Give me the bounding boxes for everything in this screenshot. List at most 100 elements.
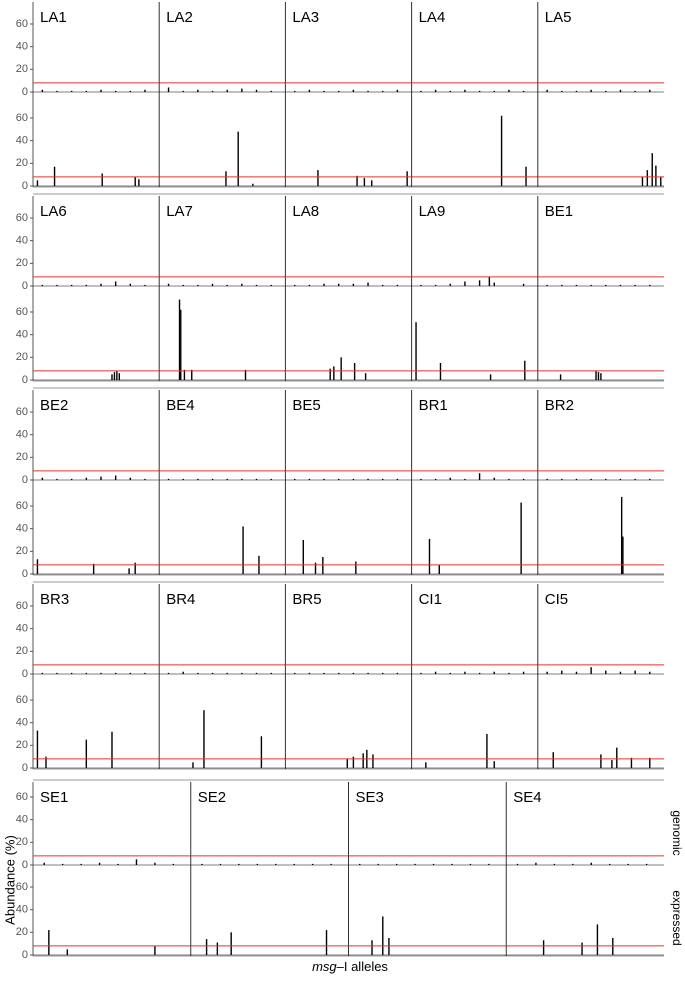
y-tick-label: 0 xyxy=(22,374,28,386)
bar xyxy=(80,863,82,865)
bar xyxy=(542,940,545,955)
bar xyxy=(294,284,296,286)
panel-label: BE4 xyxy=(166,397,194,414)
bar xyxy=(622,536,624,574)
bar xyxy=(486,734,488,768)
bar xyxy=(396,284,399,286)
bar xyxy=(382,916,384,955)
bar xyxy=(367,478,369,480)
bar xyxy=(338,478,340,480)
bar xyxy=(230,932,232,955)
bar xyxy=(114,281,117,286)
bar xyxy=(522,283,525,286)
bar xyxy=(61,863,64,865)
panel-label: SE4 xyxy=(513,789,541,806)
bar xyxy=(649,478,651,480)
bar xyxy=(575,478,578,480)
y-tick-label: 0 xyxy=(22,668,28,680)
bar xyxy=(605,478,607,480)
bar xyxy=(605,670,607,674)
bar xyxy=(655,165,657,186)
y-tick-label: 60 xyxy=(16,791,28,803)
bar xyxy=(180,309,182,380)
bar xyxy=(649,671,651,674)
panel-label: SE1 xyxy=(40,789,68,806)
bar xyxy=(172,863,175,865)
bar xyxy=(620,496,623,574)
y-tick-label: 20 xyxy=(16,545,28,557)
bar xyxy=(434,284,437,286)
bar xyxy=(242,526,244,574)
bar xyxy=(493,671,495,674)
bar xyxy=(364,373,367,380)
bar xyxy=(469,863,472,865)
bar xyxy=(581,942,583,955)
bar xyxy=(41,284,44,286)
bar xyxy=(238,863,240,865)
bar xyxy=(630,757,633,768)
bar xyxy=(135,859,138,865)
bar xyxy=(100,283,102,286)
x-axis-title-italic: msg xyxy=(312,959,337,974)
bar xyxy=(352,672,355,674)
bar xyxy=(420,284,422,286)
y-axis-title: Abundance (%) xyxy=(2,835,17,925)
bar xyxy=(36,559,39,574)
bar xyxy=(182,90,184,92)
bar xyxy=(371,940,373,955)
panel-label: LA1 xyxy=(40,9,67,26)
bar xyxy=(575,284,578,286)
y-tick-label: 20 xyxy=(16,257,28,269)
bar xyxy=(619,671,622,674)
bar xyxy=(70,478,73,480)
bar xyxy=(645,863,648,865)
bar xyxy=(634,670,636,674)
bar xyxy=(85,284,88,286)
y-tick-label: 60 xyxy=(16,881,28,893)
bar xyxy=(211,478,214,480)
bar xyxy=(294,672,296,674)
panel-label: BR5 xyxy=(292,591,321,608)
bar xyxy=(56,284,58,286)
bar xyxy=(197,478,199,480)
bar xyxy=(596,924,599,955)
bar xyxy=(464,671,466,674)
panel-label: BE1 xyxy=(545,203,573,220)
bar xyxy=(464,478,466,480)
bar xyxy=(66,949,68,955)
bar xyxy=(56,90,58,92)
bar xyxy=(572,863,574,865)
bar xyxy=(352,283,355,286)
panel-label: LA3 xyxy=(292,9,319,26)
bar xyxy=(311,863,314,865)
bar xyxy=(388,938,390,955)
bar xyxy=(382,284,384,286)
bar xyxy=(322,557,324,574)
bar xyxy=(634,478,636,480)
bar xyxy=(100,89,102,92)
bar xyxy=(154,945,156,955)
bar xyxy=(352,478,355,480)
bar xyxy=(197,89,199,92)
bar xyxy=(546,478,548,480)
bar xyxy=(522,90,525,92)
bar xyxy=(382,672,384,674)
bar xyxy=(70,90,73,92)
bar xyxy=(85,672,88,674)
y-tick-label: 0 xyxy=(22,280,28,292)
bar xyxy=(211,672,214,674)
bar xyxy=(434,478,437,480)
bar xyxy=(333,366,335,380)
bar xyxy=(226,89,228,92)
bar xyxy=(553,863,556,865)
bar xyxy=(561,90,563,92)
panel-label: LA2 xyxy=(166,9,193,26)
bar xyxy=(522,478,525,480)
bar xyxy=(382,90,384,92)
bar xyxy=(56,478,58,480)
bar xyxy=(619,284,622,286)
bar xyxy=(275,863,277,865)
bar xyxy=(619,89,622,92)
panel-label: LA9 xyxy=(419,203,446,220)
